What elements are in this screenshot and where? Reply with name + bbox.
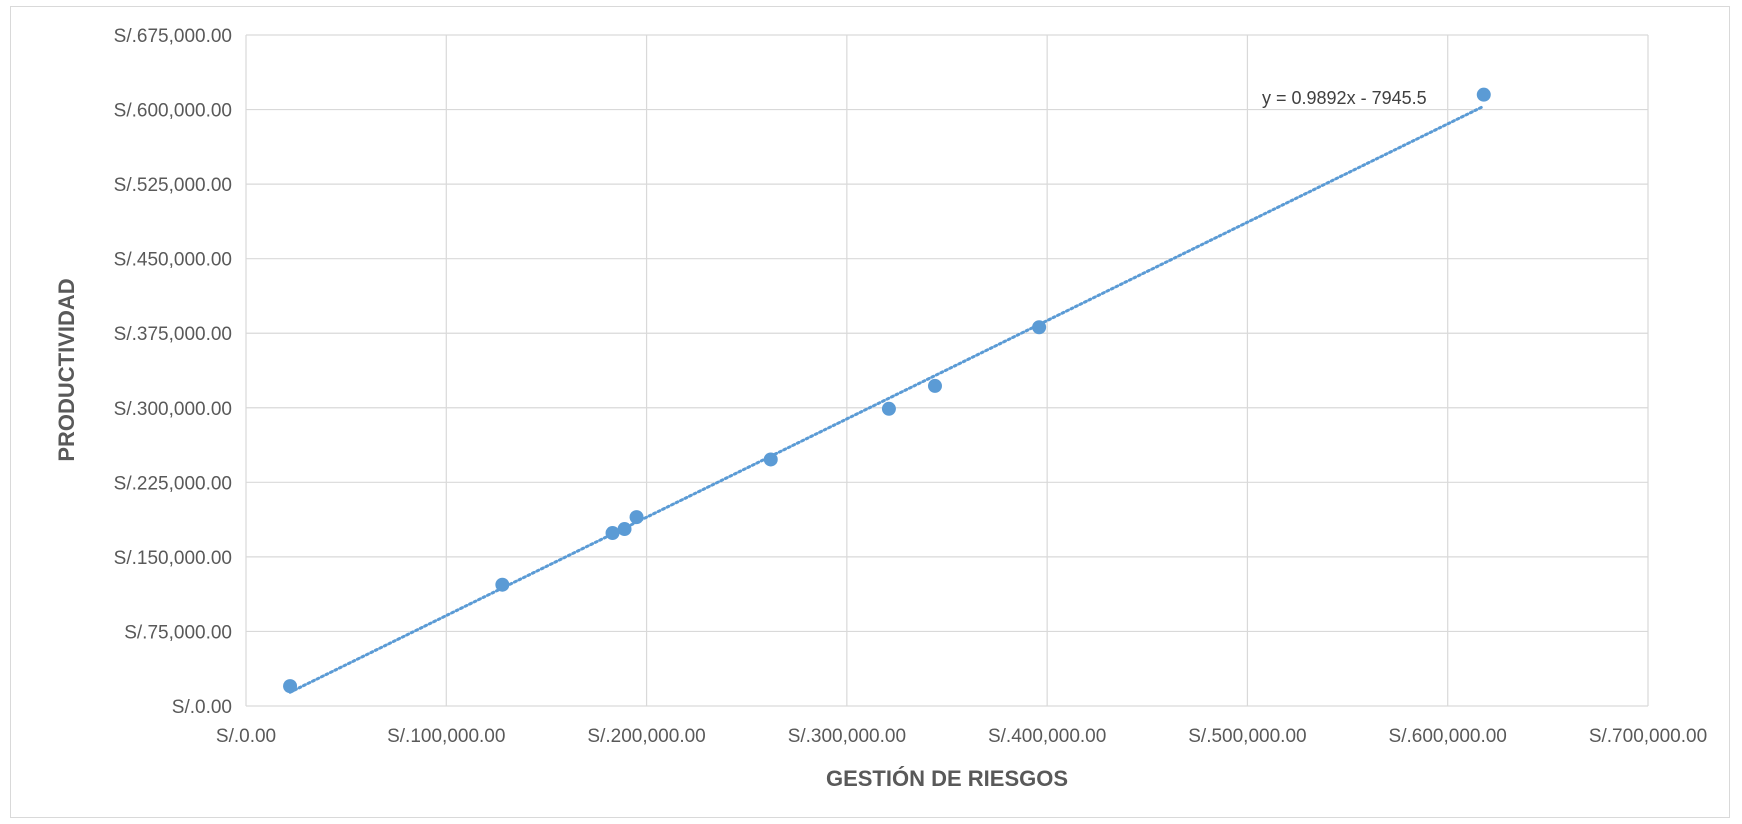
y-tick-label: S/.300,000.00 [114,399,232,420]
data-point [881,401,896,416]
data-point [629,510,644,525]
data-point [927,378,942,393]
x-tick-label: S/.100,000.00 [387,726,505,747]
y-tick-label: S/.600,000.00 [114,101,232,122]
data-point [1032,320,1047,335]
chart-frame [10,6,1730,818]
y-tick-label: S/.0.00 [172,697,232,718]
trendline [288,104,1486,694]
y-tick-label: S/.450,000.00 [114,250,232,271]
data-point [763,452,778,467]
x-tick-label: S/.700,000.00 [1589,726,1707,747]
y-tick-label: S/.75,000.00 [124,622,232,643]
x-tick-label: S/.200,000.00 [587,726,705,747]
x-axis-title: GESTIÓN DE RIESGOS [826,766,1068,791]
x-tick-label: S/.400,000.00 [988,726,1106,747]
data-point [283,679,298,694]
y-tick-label: S/.150,000.00 [114,548,232,569]
x-tick-label: S/.300,000.00 [788,726,906,747]
x-tick-labels: S/.0.00 S/.100,000.00 S/.200,000.00 S/.300,… [216,726,1707,747]
data-point [617,522,632,537]
data-point [605,526,620,541]
data-point [1476,87,1491,102]
y-axis-title: PRODUCTIVIDAD [54,278,79,461]
x-tick-label: S/.0.00 [216,726,276,747]
y-tick-label: S/.375,000.00 [114,324,232,345]
y-tick-labels: S/.0.00 S/.75,000.00 S/.150,000.00 S/.225,0… [114,26,232,718]
x-tick-label: S/.600,000.00 [1389,726,1507,747]
y-tick-label: S/.225,000.00 [114,473,232,494]
data-points [283,87,1491,694]
trendline-group [288,104,1486,694]
data-point [495,577,510,592]
x-tick-label: S/.500,000.00 [1188,726,1306,747]
gridlines [245,34,1649,707]
trendline-equation: y = 0.9892x - 7945.5 [1262,88,1427,108]
y-tick-label: S/.525,000.00 [114,175,232,196]
y-tick-label: S/.675,000.00 [114,26,232,47]
